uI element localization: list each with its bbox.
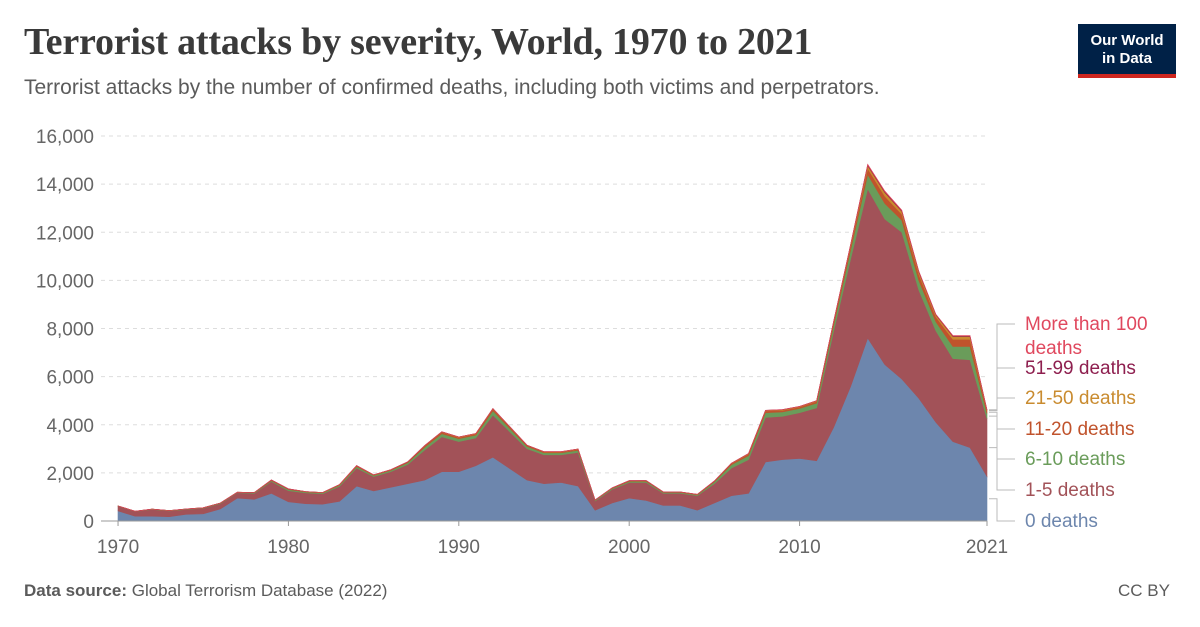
legend-label: 21-50 deaths [1025, 388, 1136, 409]
y-tick-label: 10,000 [36, 271, 94, 292]
y-tick-label: 6,000 [46, 368, 94, 389]
legend-connector [989, 367, 1015, 411]
legend: 0 deaths 1-5 deaths 6-10 deaths 11-20 death… [989, 314, 1148, 532]
legend-label: deaths [1025, 338, 1082, 359]
area-series [101, 163, 988, 522]
data-source-label: Data source: [24, 581, 127, 600]
x-tick-label: 2010 [778, 537, 820, 558]
legend-label: 6-10 deaths [1025, 449, 1125, 470]
data-source-text: Global Terrorism Database (2022) [131, 581, 388, 600]
logo-line-2: in Data [1101, 50, 1152, 67]
y-tick-label: 0 [83, 512, 94, 533]
legend-connector [989, 397, 1015, 412]
x-axis-ticks: 1970 1980 1990 2000 2010 2021 [97, 521, 1008, 558]
owid-logo[interactable]: Our World in Data [1078, 24, 1176, 78]
y-tick-label: 16,000 [36, 127, 94, 148]
legend-connector [989, 411, 1015, 430]
legend-label: 1-5 deaths [1025, 480, 1115, 501]
legend-connector [989, 323, 1015, 411]
x-tick-label: 1990 [438, 537, 480, 558]
area-more-than-100-deaths [117, 163, 988, 512]
legend-label: 11-20 deaths [1025, 419, 1135, 440]
y-tick-label: 12,000 [36, 223, 94, 244]
y-tick-label: 4,000 [46, 416, 94, 437]
license-link[interactable]: CC BY [1118, 581, 1170, 600]
x-tick-label: 2000 [608, 537, 650, 558]
x-tick-label: 2021 [966, 537, 1008, 558]
legend-connector [989, 415, 1015, 460]
x-tick-label: 1980 [267, 537, 309, 558]
y-tick-label: 8,000 [46, 320, 94, 341]
legend-label: More than 100 [1025, 314, 1148, 335]
page-title: Terrorist attacks by severity, World, 19… [24, 21, 813, 63]
page-subtitle: Terrorist attacks by the number of confi… [24, 76, 880, 99]
x-tick-label: 1970 [97, 537, 139, 558]
data-source: Data source: Global Terrorism Database (… [24, 581, 387, 601]
legend-label: 51-99 deaths [1025, 358, 1136, 379]
y-tick-label: 14,000 [36, 175, 94, 196]
y-tick-label: 2,000 [46, 464, 94, 485]
stacked-area-chart: 0 2,000 4,000 6,000 8,000 10,000 12,000 14,000 1… [36, 127, 1148, 558]
legend-label: 0 deaths [1025, 511, 1098, 532]
legend-connector [989, 498, 1015, 522]
y-axis-ticks: 0 2,000 4,000 6,000 8,000 10,000 12,000 14,000 1… [36, 127, 94, 533]
legend-connector [989, 447, 1015, 491]
logo-line-1: Our World [1090, 32, 1164, 49]
